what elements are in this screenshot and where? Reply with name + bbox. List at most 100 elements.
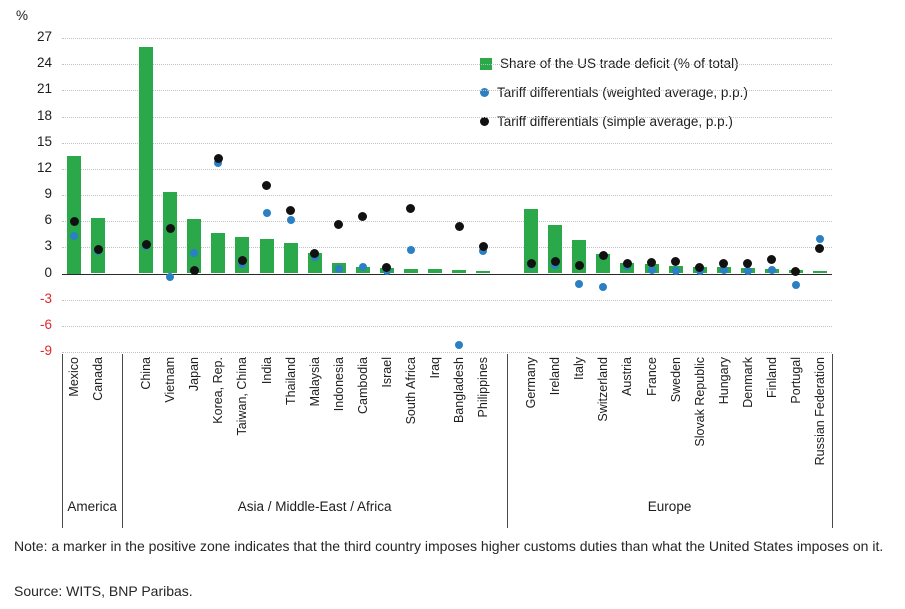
simple-tariff-dot (478, 241, 488, 251)
y-tick-label: 27 (36, 29, 52, 44)
group-separator-line (62, 354, 63, 528)
gridline (62, 90, 832, 92)
gridline (62, 142, 832, 144)
weighted-tariff-dot (358, 262, 367, 271)
y-tick-label: 9 (44, 186, 52, 201)
tariff-differentials-chart: % Share of the US trade deficit (% of to… (16, 8, 833, 528)
y-tick-label: 0 (44, 264, 52, 280)
x-axis-country-label: Denmark (740, 357, 755, 408)
x-axis-country-label: Iraq (427, 357, 442, 379)
gridline (62, 64, 832, 66)
x-axis-country-label: Taiwan, China (235, 357, 250, 436)
y-tick-label: 24 (36, 55, 52, 71)
simple-tariff-dot (382, 262, 392, 272)
group-separator-line (122, 354, 124, 528)
y-axis-unit-label: % (16, 8, 29, 23)
x-axis-country-label: Switzerland (596, 357, 611, 422)
deficit-share-bar (283, 242, 298, 274)
weighted-tariff-dot (262, 209, 271, 218)
gridline (62, 325, 832, 327)
weighted-tariff-dot (166, 272, 175, 281)
weighted-tariff-dot (647, 266, 656, 274)
y-tick-label: 6 (44, 212, 52, 228)
deficit-share-bar (476, 270, 491, 274)
simple-tariff-dot (454, 221, 464, 231)
weighted-tariff-dot (455, 341, 464, 350)
weighted-tariff-dot (190, 249, 199, 258)
x-axis-country-label: Indonesia (331, 357, 346, 412)
weighted-tariff-dot (791, 280, 800, 289)
x-axis-country-label: Japan (187, 357, 202, 392)
weighted-tariff-dot (575, 279, 584, 288)
simple-tariff-dot (69, 216, 79, 226)
x-axis-country-label: Philippines (476, 357, 491, 418)
y-tick-label: 3 (44, 238, 52, 254)
x-axis-country-label: China (139, 357, 154, 390)
deficit-share-bar (163, 192, 178, 274)
simple-tariff-dot (262, 180, 272, 190)
legend-label-simple: Tariff differentials (simple average, p.… (497, 114, 733, 129)
deficit-share-bar (139, 46, 154, 274)
x-axis-country-label: India (259, 357, 274, 385)
simple-tariff-dot (310, 248, 320, 258)
x-axis-country-label: Germany (524, 357, 539, 409)
y-tick-label: -6 (39, 316, 52, 332)
x-axis-country-label: Hungary (716, 357, 731, 405)
y-tick-label: 18 (36, 107, 52, 123)
x-axis-country-label: Mexico (67, 357, 82, 397)
x-axis-country-label: Ireland (548, 357, 563, 396)
x-axis-country-label: Russian Federation (812, 357, 827, 466)
x-axis-country-label: Sweden (668, 357, 683, 403)
simple-tariff-dot (815, 243, 825, 253)
simple-tariff-dot (671, 256, 681, 266)
y-tick-label: -3 (39, 290, 52, 306)
y-tick-label: 12 (36, 159, 52, 175)
x-axis-country-label: South Africa (403, 357, 418, 425)
x-axis-group-label: America (67, 499, 117, 514)
simple-tariff-dot (189, 265, 199, 275)
simple-tariff-dot (574, 261, 584, 271)
y-tick-label: 15 (36, 133, 52, 149)
x-axis-country-label: Vietnam (163, 357, 178, 403)
group-separator-line (507, 354, 509, 528)
x-axis-group-label: Asia / Middle-East / Africa (237, 499, 392, 514)
x-axis-country-label: Cambodia (355, 357, 370, 414)
legend-item-deficit-share: Share of the US trade deficit (% of tota… (480, 54, 748, 73)
legend-swatch-simple (480, 117, 489, 126)
source-text: Source: WITS, BNP Paribas. (14, 583, 193, 599)
deficit-share-bar (187, 218, 202, 274)
deficit-share-bar (452, 270, 467, 274)
weighted-tariff-dot (406, 245, 415, 254)
legend-swatch-share (480, 57, 492, 70)
simple-tariff-dot (93, 244, 103, 254)
x-axis-country-label: Finland (764, 357, 779, 398)
weighted-tariff-dot (743, 266, 752, 275)
gridline (62, 116, 832, 118)
simple-tariff-dot (141, 240, 151, 250)
x-axis-country-label: Bangladesh (452, 357, 467, 424)
simple-tariff-dot (791, 267, 801, 277)
x-axis-country-label: France (644, 357, 659, 396)
deficit-share-bar (427, 269, 442, 274)
weighted-tariff-dot (599, 283, 608, 292)
gridline (62, 247, 832, 249)
weighted-tariff-dot (815, 234, 824, 243)
gridline (62, 299, 832, 301)
legend-swatch-weighted (480, 88, 489, 97)
simple-tariff-dot (550, 256, 560, 266)
x-axis-country-label: Thailand (283, 357, 298, 405)
weighted-tariff-dot (334, 265, 343, 274)
x-axis-country-label: Canada (91, 357, 106, 401)
simple-tariff-dot (358, 212, 368, 222)
gridline (62, 38, 832, 39)
deficit-share-bar (211, 233, 226, 274)
deficit-share-bar (259, 239, 274, 274)
gridline (62, 352, 832, 353)
deficit-share-bar (403, 269, 418, 274)
x-axis-country-label: Austria (620, 357, 635, 396)
deficit-share-bar (524, 208, 539, 274)
weighted-tariff-dot (286, 216, 295, 225)
simple-tariff-dot (647, 257, 657, 267)
weighted-tariff-dot (719, 266, 728, 274)
simple-tariff-dot (598, 250, 608, 260)
